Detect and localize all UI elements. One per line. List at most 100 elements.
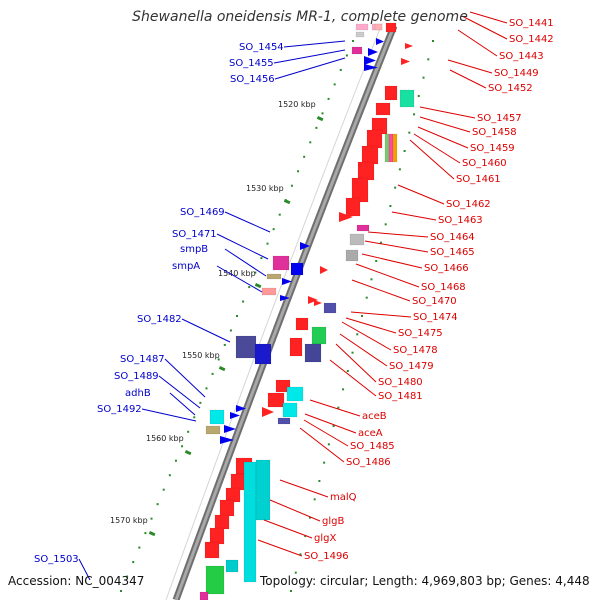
gene-arrow bbox=[401, 58, 410, 65]
reverse-gene-label: SO_1464 bbox=[430, 232, 475, 243]
gc-dot bbox=[126, 575, 129, 578]
gc-dot bbox=[297, 170, 300, 173]
gene-block bbox=[282, 402, 298, 418]
reverse-label-connector bbox=[447, 59, 493, 74]
gc-dot bbox=[308, 516, 311, 519]
backbone-highlight bbox=[174, 25, 396, 600]
gc-dot bbox=[150, 517, 153, 520]
gc-dot bbox=[156, 503, 159, 506]
gc-dot bbox=[211, 372, 214, 375]
gc-dot bbox=[339, 68, 342, 71]
gc-dot bbox=[356, 333, 359, 336]
reverse-label-connector bbox=[355, 263, 420, 288]
kbp-tick-mark bbox=[283, 198, 291, 205]
backbone-layer bbox=[165, 24, 398, 600]
reverse-label-connector bbox=[350, 311, 412, 318]
reverse-gene-label: SO_1457 bbox=[477, 113, 522, 124]
forward-gene-label: adhB bbox=[125, 388, 151, 399]
gene-arrow bbox=[339, 212, 353, 222]
forward-label-connector bbox=[273, 49, 346, 64]
gene-block bbox=[261, 287, 277, 296]
gc-dot bbox=[205, 387, 208, 390]
gc-dot bbox=[162, 488, 165, 491]
kbp-tick-label: 1550 kbp bbox=[182, 351, 220, 360]
reverse-gene-label: SO_1458 bbox=[472, 127, 517, 138]
kbp-tick-label: 1530 kbp bbox=[246, 184, 284, 193]
gc-dot bbox=[254, 271, 257, 274]
gc-dot bbox=[168, 474, 171, 477]
gene-block bbox=[374, 23, 383, 31]
reverse-gene-label: SO_1486 bbox=[346, 457, 391, 468]
gene-block bbox=[349, 233, 365, 246]
summary-text: Topology: circular; Length: 4,969,803 bp… bbox=[260, 574, 590, 588]
kbp-tick-mark bbox=[254, 283, 262, 289]
forward-label-connector bbox=[181, 318, 231, 343]
gene-arrow bbox=[280, 295, 290, 301]
gene-block bbox=[366, 129, 383, 149]
forward-gene-label: SO_1471 bbox=[172, 229, 217, 240]
gc-dot bbox=[223, 343, 226, 346]
forward-gene-label: SO_1487 bbox=[120, 354, 165, 365]
kbp-tick-label: 1560 kbp bbox=[146, 434, 184, 443]
gc-dot bbox=[229, 329, 232, 332]
reverse-label-connector bbox=[413, 133, 461, 164]
gc-dot bbox=[144, 532, 147, 535]
inner-ring-arc bbox=[165, 25, 382, 600]
gene-block bbox=[225, 559, 239, 573]
gc-dot bbox=[318, 480, 321, 482]
reverse-label-connector bbox=[329, 359, 377, 397]
gene-arrow bbox=[300, 242, 310, 250]
reverse-label-connector bbox=[457, 29, 498, 57]
gc-dot bbox=[217, 358, 220, 361]
gc-dot bbox=[290, 590, 292, 592]
gene-labels-layer: SO_1454 SO_1455 SO_1456 SO_1469 SO_1471 smpB s… bbox=[34, 18, 554, 565]
gene-block bbox=[355, 31, 365, 38]
reverse-gene-label: SO_1463 bbox=[438, 215, 483, 226]
reverse-label-connector bbox=[309, 399, 361, 417]
kbp-tick-label: 1520 kbp bbox=[278, 100, 316, 109]
gene-block bbox=[254, 343, 272, 365]
reverse-gene-label: glgX bbox=[314, 533, 336, 544]
gene-block bbox=[235, 335, 257, 359]
reverse-gene-label: SO_1452 bbox=[488, 83, 533, 94]
gc-dot bbox=[181, 445, 184, 448]
reverse-label-connector bbox=[367, 231, 429, 238]
gc-dot bbox=[323, 461, 326, 464]
gc-dot bbox=[304, 535, 307, 537]
reverse-label-connector bbox=[269, 499, 321, 522]
gene-block bbox=[272, 255, 290, 271]
reverse-gene-label: SO_1470 bbox=[412, 296, 457, 307]
gc-dot bbox=[327, 97, 330, 100]
gene-block bbox=[243, 461, 257, 583]
gene-block bbox=[345, 249, 359, 262]
reverse-label-connector bbox=[419, 106, 476, 119]
forward-gene-label: SO_1503 bbox=[34, 554, 79, 565]
gc-dot bbox=[260, 257, 263, 260]
gene-block bbox=[277, 417, 291, 425]
reverse-label-connector bbox=[257, 539, 303, 557]
forward-label-connector bbox=[216, 265, 263, 293]
gene-arrow bbox=[224, 425, 236, 433]
gc-dot bbox=[242, 300, 245, 303]
gene-arrow bbox=[320, 266, 328, 274]
forward-gene-label: smpB bbox=[180, 244, 208, 255]
gene-arrow bbox=[314, 300, 322, 306]
gc-dot bbox=[427, 58, 430, 61]
gc-dot bbox=[272, 228, 275, 231]
gene-arrow bbox=[220, 436, 234, 444]
gene-block bbox=[304, 343, 322, 363]
gene-block bbox=[345, 197, 361, 217]
gc-dot bbox=[346, 370, 349, 372]
gc-dot bbox=[432, 40, 434, 42]
gene-block bbox=[392, 133, 398, 163]
reverse-label-connector bbox=[361, 253, 423, 269]
accession-text: Accession: NC_004347 bbox=[8, 574, 145, 588]
gene-block bbox=[255, 459, 271, 521]
label-connectors-layer bbox=[78, 11, 508, 581]
gc-dot bbox=[403, 150, 406, 152]
reverse-label-connector bbox=[299, 427, 345, 463]
gene-block bbox=[275, 379, 291, 393]
reverse-gene-label: SO_1475 bbox=[398, 328, 443, 339]
reverse-gene-label: SO_1478 bbox=[393, 345, 438, 356]
